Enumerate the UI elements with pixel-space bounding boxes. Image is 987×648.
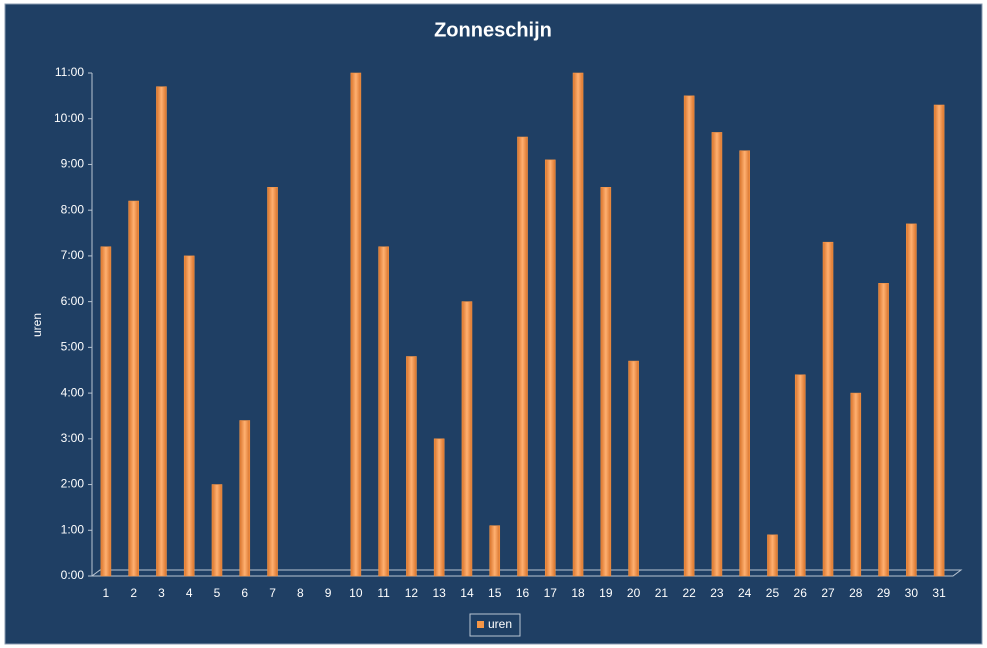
x-tick-label: 8 bbox=[297, 586, 304, 600]
x-tick-label: 19 bbox=[599, 586, 613, 600]
bar bbox=[711, 132, 723, 577]
bar bbox=[378, 246, 389, 577]
x-tick-label: 18 bbox=[571, 586, 585, 600]
legend-label: uren bbox=[488, 617, 512, 631]
bar bbox=[489, 525, 501, 577]
y-tick-label: 9:00 bbox=[61, 157, 85, 171]
x-tick-label: 28 bbox=[849, 586, 863, 600]
bar bbox=[767, 534, 778, 577]
bar bbox=[239, 420, 251, 577]
y-tick-label: 2:00 bbox=[61, 477, 85, 491]
x-tick-label: 20 bbox=[627, 586, 641, 600]
x-tick-label: 29 bbox=[877, 586, 891, 600]
bar bbox=[517, 136, 528, 577]
y-tick-label: 6:00 bbox=[61, 294, 85, 308]
bar bbox=[600, 187, 612, 577]
y-tick-label: 10:00 bbox=[54, 111, 84, 125]
x-tick-label: 30 bbox=[905, 586, 919, 600]
bar bbox=[822, 241, 834, 577]
legend-swatch bbox=[477, 621, 484, 628]
x-tick-label: 21 bbox=[655, 586, 669, 600]
bar bbox=[906, 223, 917, 577]
x-tick-label: 9 bbox=[325, 586, 332, 600]
x-tick-label: 10 bbox=[349, 586, 363, 600]
x-tick-label: 15 bbox=[488, 586, 502, 600]
x-tick-label: 22 bbox=[682, 586, 696, 600]
x-tick-label: 23 bbox=[710, 586, 724, 600]
x-tick-label: 27 bbox=[821, 586, 835, 600]
x-tick-label: 4 bbox=[186, 586, 193, 600]
x-tick-label: 25 bbox=[766, 586, 780, 600]
x-tick-label: 31 bbox=[932, 586, 946, 600]
x-tick-label: 17 bbox=[544, 586, 558, 600]
bar bbox=[461, 301, 473, 577]
bar bbox=[211, 484, 223, 577]
x-tick-label: 1 bbox=[103, 586, 110, 600]
x-tick-label: 3 bbox=[158, 586, 165, 600]
legend bbox=[469, 613, 521, 637]
bar bbox=[933, 104, 945, 577]
bar bbox=[267, 187, 278, 577]
x-tick-label: 6 bbox=[241, 586, 248, 600]
bar bbox=[100, 246, 112, 577]
bar bbox=[794, 374, 806, 577]
x-tick-label: 11 bbox=[377, 586, 390, 600]
bar bbox=[572, 72, 584, 577]
x-tick-label: 14 bbox=[460, 586, 474, 600]
y-tick-label: 0:00 bbox=[61, 568, 85, 582]
y-tick-label: 11:00 bbox=[55, 65, 84, 79]
bar bbox=[739, 150, 750, 577]
y-tick-label: 5:00 bbox=[61, 340, 85, 354]
bar bbox=[433, 438, 445, 577]
bar bbox=[683, 95, 695, 577]
x-tick-label: 5 bbox=[214, 586, 221, 600]
x-tick-label: 2 bbox=[130, 586, 137, 600]
bar bbox=[156, 86, 167, 577]
x-tick-label: 26 bbox=[794, 586, 808, 600]
bar bbox=[544, 159, 556, 577]
bar bbox=[183, 255, 195, 577]
y-tick-label: 3:00 bbox=[61, 431, 85, 445]
y-tick-label: 8:00 bbox=[61, 202, 85, 216]
chart-title: Zonneschijn bbox=[434, 19, 552, 41]
x-tick-label: 7 bbox=[269, 586, 276, 600]
x-tick-label: 24 bbox=[738, 586, 752, 600]
y-tick-label: 1:00 bbox=[61, 522, 85, 536]
bar bbox=[406, 356, 417, 577]
y-tick-label: 4:00 bbox=[61, 385, 85, 399]
x-tick-label: 12 bbox=[405, 586, 419, 600]
floor bbox=[90, 569, 963, 577]
bar bbox=[850, 392, 862, 577]
bar bbox=[628, 360, 639, 577]
bar bbox=[878, 283, 889, 577]
x-tick-label: 16 bbox=[516, 586, 530, 600]
bar bbox=[350, 72, 362, 577]
y-tick-label: 7:00 bbox=[61, 248, 85, 262]
y-axis-label: uren bbox=[30, 313, 44, 337]
bar bbox=[128, 200, 139, 577]
x-tick-label: 13 bbox=[432, 586, 446, 600]
